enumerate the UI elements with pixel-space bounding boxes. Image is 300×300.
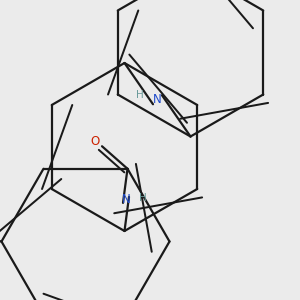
Text: H: H	[136, 90, 143, 100]
Text: N: N	[122, 194, 130, 206]
Text: O: O	[91, 135, 100, 148]
Text: H: H	[139, 194, 146, 203]
Text: N: N	[153, 93, 162, 106]
